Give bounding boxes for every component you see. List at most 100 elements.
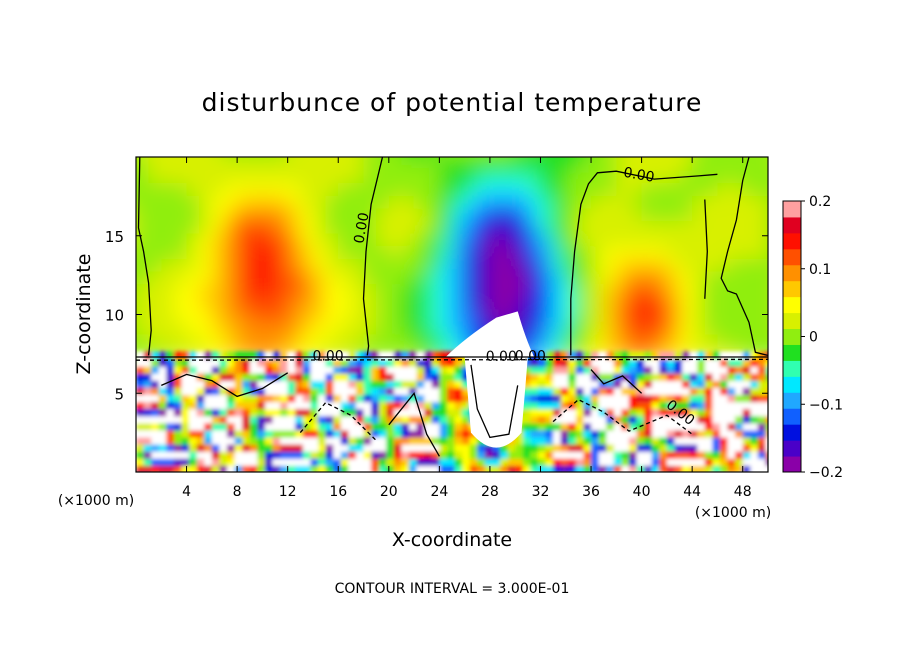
heatmap-cell (477, 132, 491, 146)
heatmap-cell (312, 169, 327, 184)
heatmap-cell (219, 408, 229, 417)
heatmap-cell (204, 464, 213, 472)
heatmap-cell (264, 408, 274, 417)
heatmap-cell (414, 270, 428, 284)
heatmap-cell (257, 443, 266, 452)
heatmap-cell (386, 379, 395, 388)
heatmap-cell (350, 320, 365, 335)
heatmap-cell (439, 232, 453, 247)
heatmap-cell (659, 401, 668, 410)
heatmap-cell (340, 386, 350, 396)
heatmap-cell (621, 358, 630, 367)
heatmap-cell (500, 450, 509, 459)
heatmap-cell (565, 295, 580, 310)
heatmap-cell (136, 157, 150, 158)
heatmap-cell (621, 429, 630, 438)
heatmap-cell (575, 415, 585, 424)
heatmap-cell (545, 394, 555, 403)
heatmap-cell (136, 333, 137, 347)
heatmap-cell (166, 436, 175, 445)
heatmap-cell (705, 132, 719, 146)
heatmap-cell (742, 308, 757, 322)
heatmap-cell (333, 358, 342, 367)
heatmap-cell (591, 379, 600, 388)
heatmap-cell (666, 386, 676, 396)
heatmap-cell (712, 379, 721, 388)
heatmap-cell (272, 401, 282, 410)
heatmap-cell (537, 408, 547, 417)
heatmap-cell (613, 386, 623, 396)
heatmap-cell (386, 408, 395, 417)
heatmap-cell (621, 379, 630, 388)
colorbar-swatch (783, 392, 801, 409)
heatmap-cell (439, 457, 448, 466)
heatmap-cell (151, 358, 160, 367)
heatmap-cell (211, 232, 226, 247)
colorbar-swatch (783, 312, 801, 330)
heatmap-cell (717, 132, 731, 146)
heatmap-cell (401, 450, 411, 459)
heatmap-cell (598, 372, 608, 381)
heatmap-cell (553, 245, 567, 259)
heatmap-cell (355, 436, 365, 445)
heatmap-cell (371, 358, 380, 367)
heatmap-cell (768, 258, 782, 272)
heatmap-cell (310, 408, 320, 417)
heatmap-cell (376, 182, 390, 196)
heatmap-cell (727, 436, 737, 445)
heatmap-cell (204, 436, 213, 445)
heatmap-cell (616, 207, 630, 221)
heatmap-cell (325, 333, 340, 347)
heatmap-cell (376, 169, 390, 184)
heatmap-cell (416, 351, 426, 360)
heatmap-cell (477, 457, 486, 466)
heatmap-cell (151, 415, 160, 424)
heatmap-cell (704, 220, 719, 234)
heatmap-cell (522, 429, 532, 438)
heatmap-cell (300, 320, 314, 335)
heatmap-cell (401, 169, 416, 184)
heatmap-cell (654, 245, 668, 259)
heatmap-cell (727, 394, 737, 403)
heatmap-cell (196, 429, 206, 438)
heatmap-cell (717, 207, 732, 221)
heatmap-cell (730, 333, 744, 347)
colorbar-swatch (783, 456, 801, 473)
heatmap-cell (755, 283, 768, 297)
heatmap-cell (312, 157, 327, 158)
heatmap-cell (591, 429, 600, 438)
heatmap-cell (679, 182, 694, 196)
heatmap-cell (211, 386, 221, 396)
heatmap-cell (302, 429, 312, 438)
heatmap-cell (692, 270, 706, 284)
heatmap-cell (578, 169, 593, 184)
heatmap-cell (242, 408, 251, 417)
heatmap-cell (613, 450, 623, 459)
heatmap-cell (350, 245, 365, 259)
heatmap-cell (553, 422, 562, 431)
heatmap-cell (654, 257, 668, 272)
heatmap-cell (257, 429, 266, 438)
heatmap-cell (659, 408, 668, 417)
heatmap-cell (173, 436, 183, 445)
heatmap-cell (439, 401, 448, 410)
heatmap-cell (666, 270, 681, 284)
heatmap-cell (679, 157, 694, 158)
heatmap-cell (237, 320, 251, 335)
heatmap-cell (272, 436, 282, 445)
heatmap-cell (363, 194, 378, 209)
heatmap-cell (477, 245, 491, 259)
heatmap-cell (264, 372, 274, 381)
heatmap-cell (161, 245, 175, 259)
heatmap-cell (340, 408, 350, 417)
heatmap-cell (464, 220, 479, 234)
heatmap-cell (249, 333, 264, 347)
heatmap-cell (469, 457, 479, 466)
heatmap-cell (224, 194, 239, 209)
heatmap-cell (565, 194, 580, 209)
heatmap-cell (148, 320, 163, 335)
heatmap-cell (272, 450, 282, 459)
heatmap-cell (768, 233, 782, 247)
heatmap-cell (719, 351, 729, 360)
heatmap-cell (674, 408, 684, 417)
